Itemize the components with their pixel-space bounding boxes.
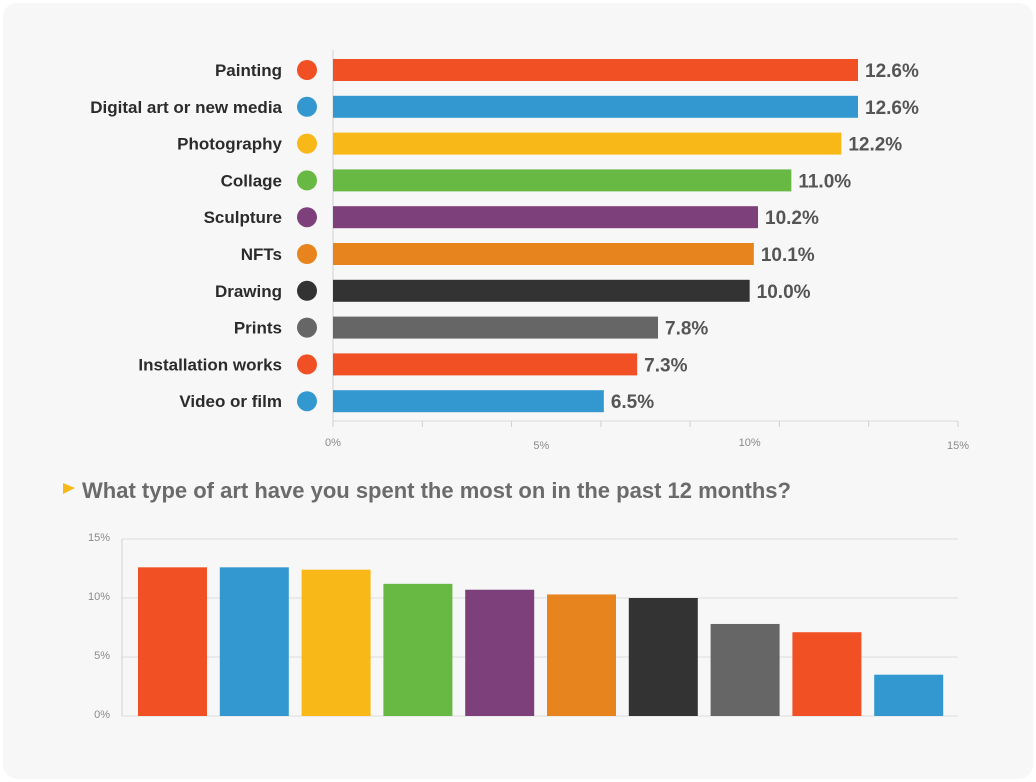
column-bar	[792, 632, 862, 716]
question-title: What type of art have you spent the most…	[82, 478, 791, 503]
column-bar	[219, 567, 289, 716]
legend-dot	[297, 317, 317, 338]
y-tick-label: 0%	[94, 709, 110, 721]
bar-value-label: 6.5%	[611, 392, 654, 413]
x-tick-label: 10%	[739, 437, 761, 449]
bar-value-label: 12.6%	[865, 61, 919, 82]
bar	[333, 243, 754, 265]
bar-value-label: 12.6%	[865, 98, 919, 119]
category-label: Digital art or new media	[90, 98, 282, 117]
column-bar	[628, 598, 698, 716]
bar	[333, 353, 638, 376]
vertical-bar-chart: 0% 5% 10% 15%	[88, 532, 958, 721]
y-tick-label: 5%	[94, 650, 110, 662]
legend-dot	[297, 133, 317, 154]
bar	[333, 132, 842, 155]
y-tick-label: 15%	[88, 532, 110, 544]
column-bar	[874, 674, 944, 716]
bar	[333, 169, 792, 192]
bar	[333, 95, 858, 118]
category-label: Photography	[177, 135, 282, 154]
bar-value-label: 7.8%	[665, 319, 708, 340]
category-label: Prints	[234, 319, 282, 338]
bar-value-label: 7.3%	[644, 355, 687, 376]
bar-value-label: 11.0%	[798, 171, 851, 192]
legend-dot	[297, 244, 317, 264]
x-tick-label: 0%	[325, 437, 341, 449]
y-tick-label: 10%	[88, 591, 110, 603]
bar	[333, 390, 604, 413]
legend-dot	[297, 60, 317, 80]
legend-dot	[297, 354, 317, 375]
bar-value-label: 10.2%	[765, 208, 819, 229]
x-tick-label: 5%	[533, 440, 549, 452]
bar-value-label: 10.1%	[761, 245, 815, 266]
legend-dot	[297, 391, 317, 412]
legend-dot	[297, 96, 317, 117]
bar-value-label: 12.2%	[848, 135, 902, 156]
column-bar	[138, 567, 207, 716]
legend-dot	[297, 170, 317, 191]
category-label: Painting	[215, 61, 282, 80]
column-bar	[710, 623, 780, 716]
category-label: Collage	[221, 171, 282, 190]
bar-value-label: 10.0%	[757, 282, 811, 303]
category-label: Video or film	[179, 392, 282, 411]
column-bar	[383, 583, 453, 716]
bar	[333, 59, 858, 81]
legend-dot	[297, 207, 317, 228]
category-label: Installation works	[138, 355, 282, 374]
play-arrow-icon	[63, 483, 75, 494]
legend-dot	[297, 280, 317, 301]
question-heading: What type of art have you spent the most…	[63, 478, 791, 503]
column-bar	[465, 589, 535, 716]
bar	[333, 206, 758, 229]
horizontal-bar-chart: 0% 5% 10% 15% Painting 12.6% Digital art or ne…	[90, 50, 969, 452]
x-tick-label: 15%	[947, 440, 969, 452]
column-bar	[547, 594, 616, 716]
column-bar	[301, 569, 371, 716]
bar	[333, 279, 750, 302]
category-label: NFTs	[241, 245, 282, 264]
category-label: Drawing	[215, 282, 282, 301]
bar	[333, 316, 658, 339]
category-label: Sculpture	[204, 208, 282, 227]
